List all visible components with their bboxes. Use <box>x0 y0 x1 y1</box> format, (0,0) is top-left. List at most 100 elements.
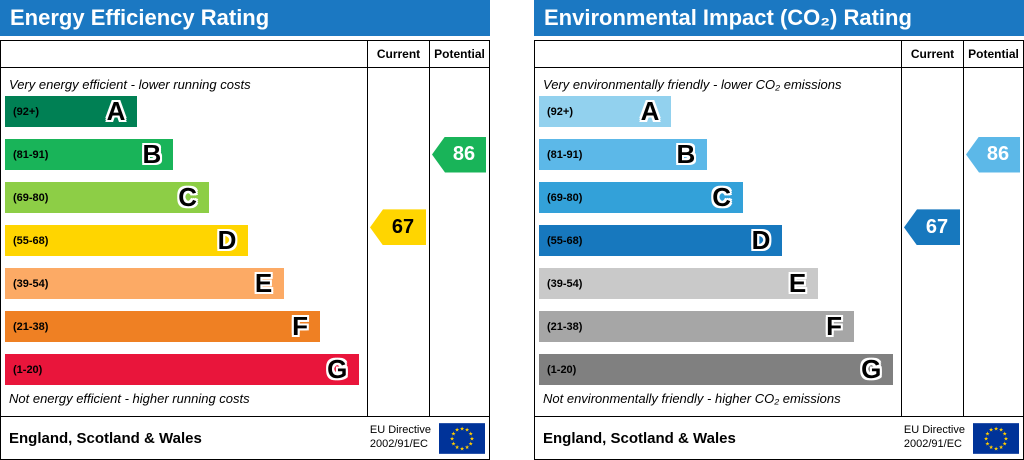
band-row-d: (55-68) D <box>539 225 897 256</box>
current-value-arrow: 67 <box>904 209 960 246</box>
band-range-label: (55-68) <box>547 234 583 247</box>
band-row-a: (92+) A <box>539 96 897 127</box>
directive-line-1: EU Directive <box>369 424 431 437</box>
band-letter: A <box>106 96 126 126</box>
band-range-label: (81-91) <box>13 148 49 161</box>
band-range-label: (92+) <box>547 105 573 118</box>
rating-table: Current Potential Very energy efficient … <box>0 40 490 460</box>
band-letter: E <box>788 268 807 298</box>
band-row-e: (39-54) E <box>5 268 363 299</box>
band-bar: (92+) A <box>539 96 672 127</box>
band-letter: F <box>826 311 843 341</box>
table-body: Very environmentally friendly - lower CO… <box>535 68 1023 416</box>
band-range-label: (21-38) <box>547 320 583 333</box>
svg-text:★: ★ <box>985 441 990 447</box>
band-letter: F <box>292 311 309 341</box>
band-range-label: (39-54) <box>547 277 583 290</box>
svg-text:★: ★ <box>1002 431 1007 437</box>
svg-text:★: ★ <box>984 436 989 442</box>
band-bar: (1-20) G <box>539 354 894 385</box>
band-letter: B <box>142 139 162 169</box>
eu-flag-icon: ★ ★★★★★★★★★★★ <box>439 422 485 454</box>
band-row-f: (21-38) F <box>539 311 897 342</box>
header-spacer <box>535 41 901 67</box>
potential-value-arrow: 86 <box>432 136 486 173</box>
band-bar: (92+) A <box>5 96 138 127</box>
co2-rating-panel: Environmental Impact (CO₂) Rating Curren… <box>534 0 1024 460</box>
column-header-row: Current Potential <box>535 41 1023 68</box>
bottom-note: Not energy efficient - higher running co… <box>9 390 250 406</box>
svg-text:★: ★ <box>465 427 470 433</box>
band-bar: (55-68) D <box>5 225 249 256</box>
table-body: Very energy efficient - lower running co… <box>1 68 489 416</box>
potential-column-header: Potential <box>429 41 489 67</box>
band-letter: B <box>676 139 696 169</box>
band-bar: (69-80) C <box>539 182 744 213</box>
band-range-label: (1-20) <box>547 363 577 376</box>
band-letter: G <box>327 354 348 384</box>
svg-text:★: ★ <box>465 444 470 450</box>
svg-text:★: ★ <box>455 427 460 433</box>
svg-text:★: ★ <box>460 446 465 452</box>
band-row-f: (21-38) F <box>5 311 363 342</box>
svg-text:★: ★ <box>989 427 994 433</box>
svg-text:★: ★ <box>470 436 475 442</box>
rating-table: Current Potential Very environmentally f… <box>534 40 1024 460</box>
band-row-b: (81-91) B <box>539 139 897 170</box>
svg-text:★: ★ <box>994 446 999 452</box>
footer-region: England, Scotland & Wales <box>9 429 202 447</box>
band-letter: D <box>217 225 237 255</box>
band-letter: C <box>712 182 732 212</box>
eu-flag-icon: ★ ★★★★★★★★★★★ <box>973 422 1019 454</box>
band-row-c: (69-80) C <box>539 182 897 213</box>
potential-col: 86 <box>429 68 489 416</box>
band-row-c: (69-80) C <box>5 182 363 213</box>
panel-title: Environmental Impact (CO₂) Rating <box>534 0 1024 36</box>
band-range-label: (1-20) <box>13 363 43 376</box>
svg-text:★: ★ <box>450 436 455 442</box>
svg-text:★: ★ <box>451 431 456 437</box>
band-letter: E <box>254 268 273 298</box>
band-bar: (81-91) B <box>5 139 174 170</box>
band-row-a: (92+) A <box>5 96 363 127</box>
potential-col: 86 <box>963 68 1023 416</box>
band-bar: (81-91) B <box>539 139 708 170</box>
bottom-note: Not environmentally friendly - higher CO… <box>543 390 841 406</box>
band-row-g: (1-20) G <box>539 354 897 385</box>
svg-text:★: ★ <box>999 427 1004 433</box>
footer-region: England, Scotland & Wales <box>543 429 736 447</box>
svg-text:★: ★ <box>989 444 994 450</box>
band-range-label: (21-38) <box>13 320 49 333</box>
bands-area: Very energy efficient - lower running co… <box>1 68 367 416</box>
current-col: 67 <box>901 68 963 416</box>
band-range-label: (69-80) <box>547 191 583 204</box>
band-letter: G <box>861 354 882 384</box>
footer-directive: EU Directive 2002/91/EC <box>904 424 965 452</box>
band-bar: (39-54) E <box>539 268 819 299</box>
bands: (92+) A (81-91) B (69-80) C (55-68) D (39-54) E (2… <box>5 96 363 386</box>
current-value-arrow: 67 <box>370 209 426 246</box>
energy-rating-panel: Energy Efficiency Rating Current Potenti… <box>0 0 490 460</box>
svg-text:★: ★ <box>455 444 460 450</box>
svg-text:★: ★ <box>985 431 990 437</box>
current-column-header: Current <box>367 41 429 67</box>
footer: England, Scotland & Wales EU Directive 2… <box>535 416 1023 459</box>
band-row-e: (39-54) E <box>539 268 897 299</box>
band-bar: (21-38) F <box>5 311 321 342</box>
band-letter: A <box>640 96 660 126</box>
band-range-label: (92+) <box>13 105 39 118</box>
band-range-label: (39-54) <box>13 277 49 290</box>
band-row-b: (81-91) B <box>5 139 363 170</box>
svg-text:★: ★ <box>460 426 465 432</box>
band-row-d: (55-68) D <box>5 225 363 256</box>
svg-text:★: ★ <box>999 444 1004 450</box>
band-letter: C <box>178 182 198 212</box>
potential-column-header: Potential <box>963 41 1023 67</box>
svg-text:★: ★ <box>468 441 473 447</box>
svg-text:★: ★ <box>468 431 473 437</box>
top-note: Very energy efficient - lower running co… <box>9 76 251 92</box>
panel-title: Energy Efficiency Rating <box>0 0 490 36</box>
directive-line-2: 2002/91/EC <box>903 438 962 450</box>
band-letter: D <box>751 225 771 255</box>
